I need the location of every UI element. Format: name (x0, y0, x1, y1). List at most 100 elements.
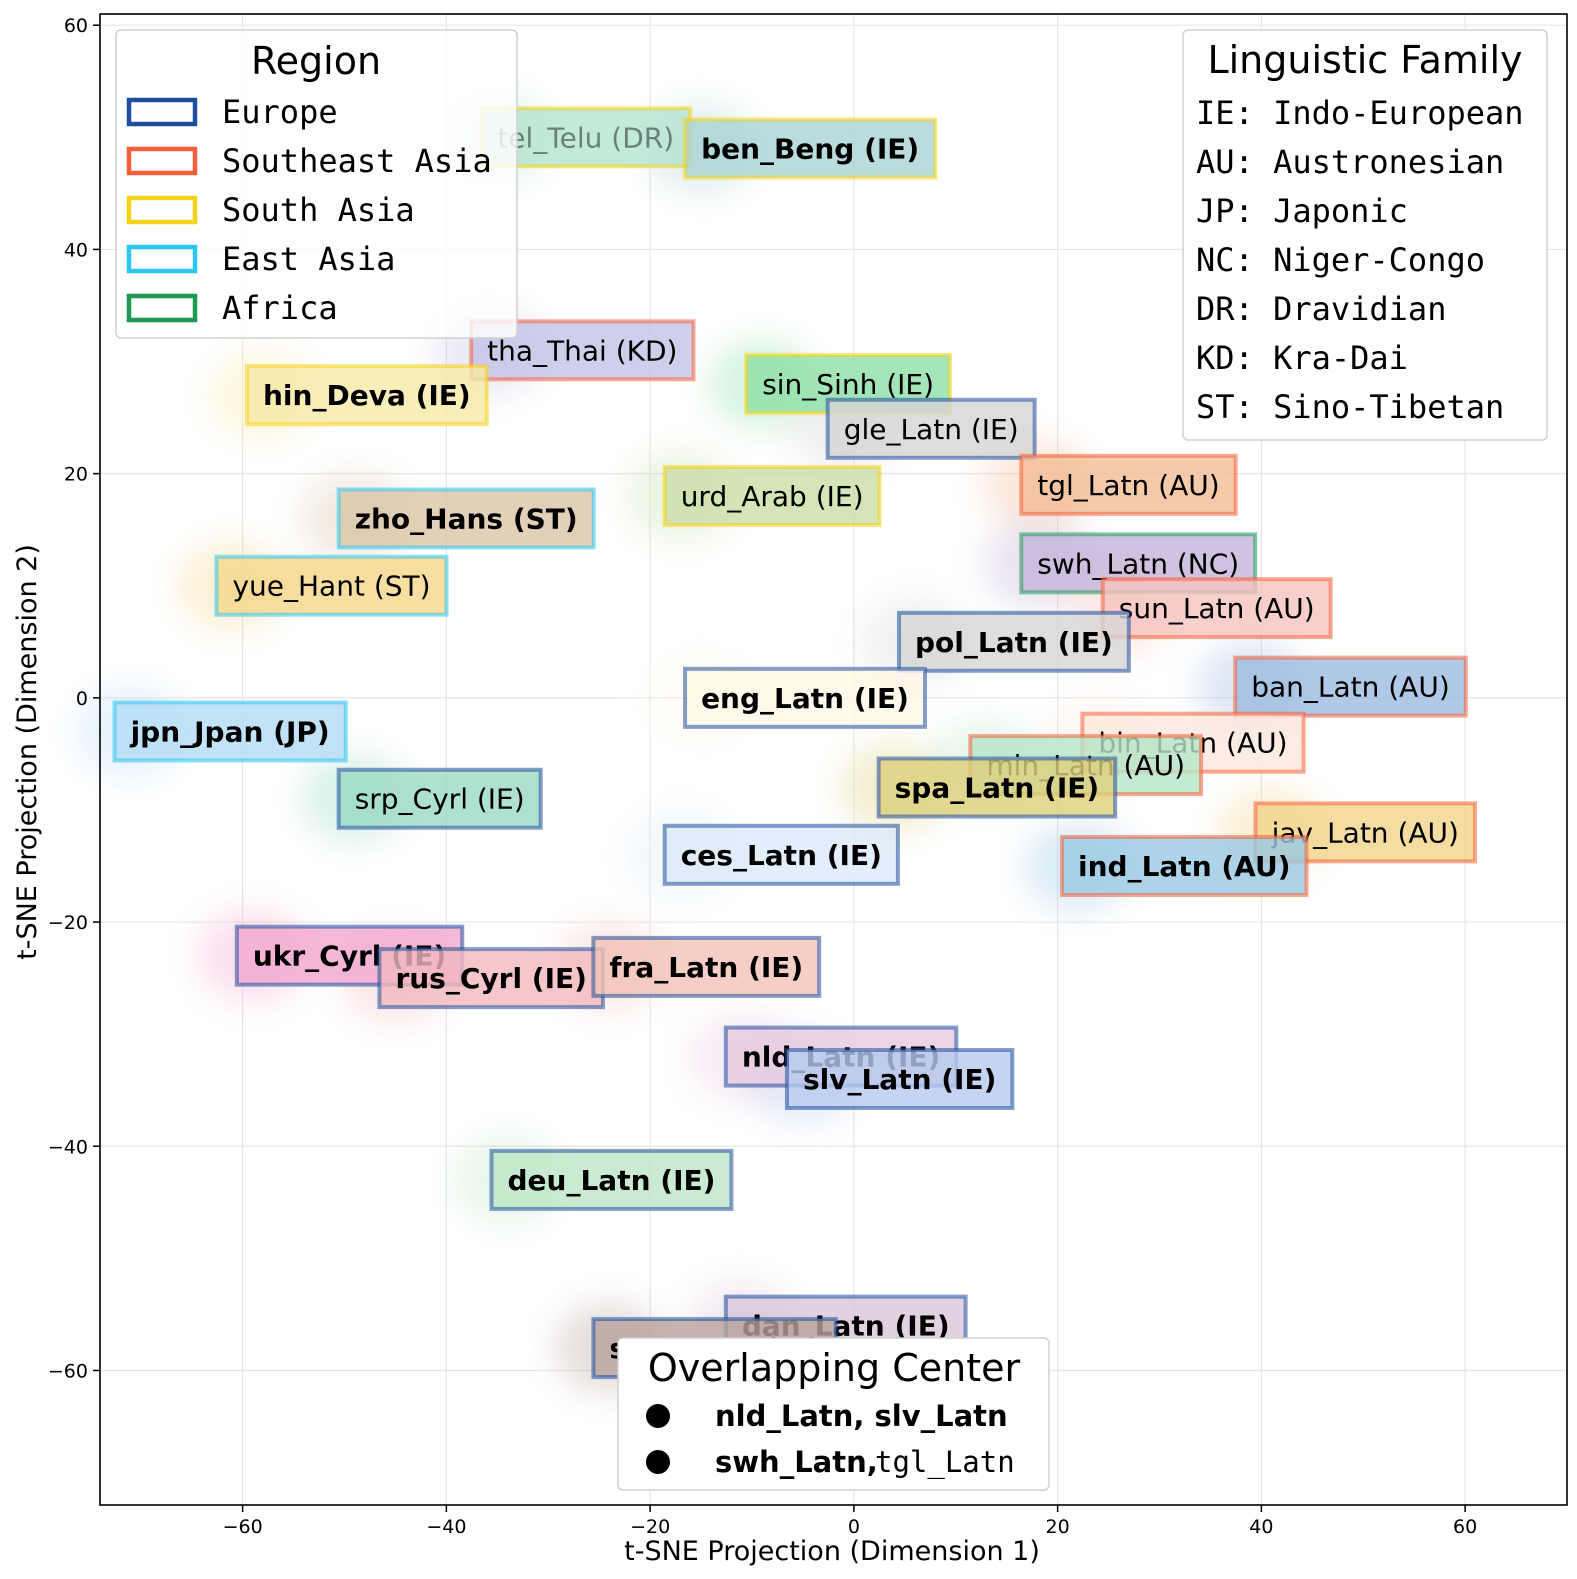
cluster-label-box (897, 610, 1131, 673)
cluster-label: slv_Latn (IE) (784, 1048, 1015, 1110)
region-swatch (126, 293, 198, 323)
family-entry: JP: Japonic (1196, 192, 1408, 230)
cluster-label-text: tgl_Latn (AU) (1037, 469, 1219, 502)
region-entry-label: Southeast Asia (222, 142, 492, 180)
cluster-label-box (214, 554, 449, 617)
cluster-label-text: sin_Sinh (IE) (762, 368, 934, 401)
cluster-label: zho_Hans (ST) (336, 487, 596, 550)
family-entry: KD: Kra-Dai (1196, 339, 1408, 377)
axis-ticks: −60 −40 −20 0 20 40 60 −60 −40 −20 0 20 40 60 (48, 15, 1477, 1538)
cluster-label: hin_Deva (IE) (245, 364, 489, 427)
y-axis-label: t-SNE Projection (Dimension 2) (12, 544, 43, 960)
cluster-label-text: ben_Beng (IE) (701, 133, 919, 166)
y-tick-label: 40 (64, 239, 88, 261)
cluster-label-text: sun_Latn (AU) (1119, 592, 1315, 625)
family-legend-box (1182, 29, 1548, 441)
cluster-label: pol_Latn (IE) (897, 610, 1131, 673)
cluster-label: deu_Latn (IE) (489, 1148, 734, 1211)
x-tick-label: −60 (223, 1516, 263, 1538)
cluster-label-text: zho_Hans (ST) (355, 502, 578, 535)
x-tick-label: 40 (1249, 1516, 1273, 1538)
region-entry-label: Europe (222, 93, 338, 131)
cluster-label-box (825, 397, 1037, 460)
cluster-label: ind_Latn (AU) (1060, 835, 1309, 897)
cluster-label: rus_Cyrl (IE) (377, 947, 605, 1010)
cluster-label-text: ban_Latn (AU) (1251, 671, 1450, 704)
region-swatch (126, 244, 198, 274)
cluster-label-text: rus_Cyrl (IE) (395, 962, 587, 995)
cluster-label-box (245, 364, 489, 427)
cluster-label-text: slv_Latn (IE) (803, 1063, 996, 1096)
x-tick-label: −40 (426, 1516, 466, 1538)
region-legend: Region Europe Southeast Asia South Asia Eas… (115, 29, 518, 339)
x-tick-label: 60 (1453, 1516, 1477, 1538)
overlap-entry-2-normal: tgl_Latn (875, 1445, 1015, 1480)
family-entry: IE: Indo-European (1196, 94, 1524, 132)
cluster-label-text: hin_Deva (IE) (263, 379, 471, 412)
cluster-label-box (377, 947, 605, 1010)
cluster-label-box (489, 1148, 734, 1211)
cluster-label-text: jpn_Jpan (JP) (130, 715, 330, 748)
cluster-label: tgl_Latn (AU) (1019, 453, 1238, 516)
cluster-label-text: eng_Latn (IE) (701, 682, 909, 715)
cluster-label-text: gle_Latn (IE) (844, 413, 1019, 446)
y-tick-label: 0 (76, 688, 88, 710)
cluster-label: tha_Thai (KD) (469, 319, 696, 382)
cluster-label-text: srp_Cyrl (IE) (355, 783, 525, 816)
cluster-label: ban_Latn (AU) (1233, 655, 1468, 718)
cluster-label-box (784, 1048, 1015, 1110)
y-tick-label: −60 (48, 1360, 88, 1382)
cluster-label-text: pol_Latn (IE) (915, 626, 1113, 659)
x-tick-label: −20 (630, 1516, 670, 1538)
x-axis-label: t-SNE Projection (Dimension 1) (624, 1536, 1040, 1567)
cluster-label-text: yue_Hant (ST) (232, 570, 430, 603)
cluster-label: spa_Latn (IE) (876, 756, 1118, 819)
cluster-label: urd_Arab (IE) (662, 465, 882, 528)
cluster-label-box (336, 487, 596, 550)
family-entry: NC: Niger-Congo (1196, 241, 1485, 279)
y-tick-label: −20 (48, 912, 88, 934)
cluster-label: jpn_Jpan (JP) (112, 700, 348, 763)
region-legend-box (115, 29, 518, 339)
cluster-label-box (662, 465, 882, 528)
overlap-legend-box (617, 1337, 1050, 1491)
family-legend-title: Linguistic Family (1207, 38, 1522, 82)
cluster-label-box (469, 319, 696, 382)
cluster-label: eng_Latn (IE) (683, 666, 927, 729)
cluster-label-text: deu_Latn (IE) (508, 1164, 716, 1197)
cluster-label-text: spa_Latn (IE) (895, 772, 1100, 805)
overlap-entry-2-bold: swh_Latn, (715, 1445, 878, 1479)
cluster-label-box (1019, 453, 1238, 516)
cluster-label: gle_Latn (IE) (825, 397, 1037, 460)
cluster-label-text: tel_Telu (DR) (497, 121, 674, 154)
overlap-marker-2 (646, 1450, 670, 1474)
cluster-label: ces_Latn (IE) (662, 823, 900, 886)
cluster-label: sun_Latn (AU) (1100, 577, 1333, 640)
region-entry-label: South Asia (222, 191, 415, 229)
overlap-entry-1: nld_Latn, slv_Latn (715, 1399, 1008, 1433)
cluster-label: ben_Beng (IE) (683, 117, 938, 180)
region-legend-entries: Europe Southeast Asia South Asia East Asia A… (126, 93, 492, 327)
family-entry: DR: Dravidian (1196, 290, 1446, 328)
region-swatch (126, 97, 198, 127)
cluster-label-text: swh_Latn (NC) (1037, 547, 1239, 580)
cluster-label-box (1233, 655, 1468, 718)
y-tick-label: −40 (48, 1136, 88, 1158)
cluster-label-box (683, 117, 938, 180)
family-entry: ST: Sino-Tibetan (1196, 388, 1504, 426)
region-swatch (126, 195, 198, 225)
cluster-label-text: fra_Latn (IE) (609, 951, 803, 984)
overlap-legend-title: Overlapping Center (648, 1346, 1021, 1390)
region-legend-title: Region (251, 39, 381, 83)
cluster-label: yue_Hant (ST) (214, 554, 449, 617)
cluster-label-box (1060, 835, 1309, 897)
x-tick-label: 20 (1046, 1516, 1070, 1538)
y-tick-label: 20 (64, 464, 88, 486)
cluster-labels: tel_Telu (DR) ben_Beng (IE) tha_Thai (KD) h… (112, 106, 1477, 1380)
cluster-label-text: tha_Thai (KD) (487, 334, 677, 367)
family-legend-entries: IE: Indo-European AU: Austronesian JP: Jap… (1196, 94, 1524, 426)
cluster-label-box (1100, 577, 1333, 640)
region-entry-label: East Asia (222, 240, 395, 278)
cluster-label: srp_Cyrl (IE) (336, 767, 543, 830)
